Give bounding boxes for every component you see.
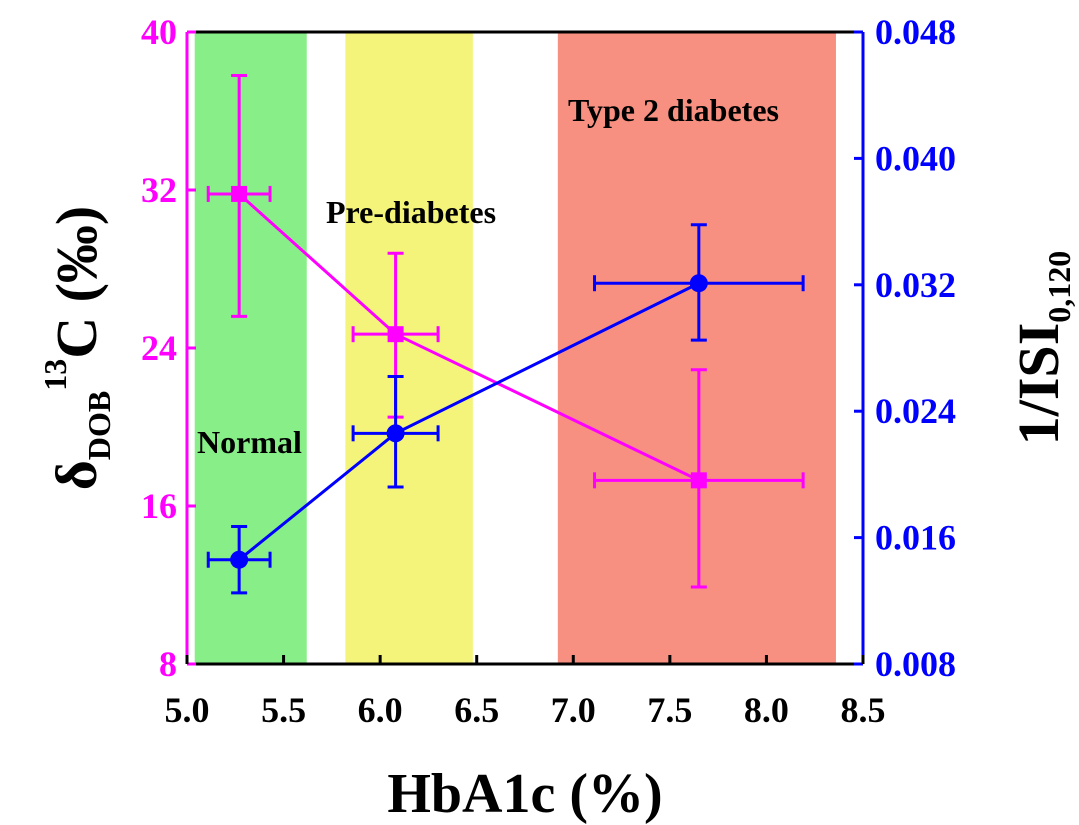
y-right-tick-label: 0.032: [875, 265, 956, 305]
isi-series-point: [230, 550, 249, 569]
y-left-tick-label: 40: [141, 12, 177, 52]
isi-series-point: [386, 424, 405, 443]
x-tick-label: 5.0: [165, 690, 210, 730]
y-axis-left-label-part: δ: [44, 460, 109, 490]
region-label: Type 2 diabetes: [568, 92, 779, 128]
x-tick-label: 6.5: [454, 690, 499, 730]
delta-series-point: [231, 185, 248, 202]
y-axis-right-label-part: 0,120: [1041, 251, 1077, 323]
delta-series-point: [690, 472, 707, 489]
data-series: [206, 73, 805, 595]
y-right-tick-label: 0.048: [875, 12, 956, 52]
region-pre-diabetes: [345, 32, 473, 664]
x-tick-label: 8.5: [841, 690, 886, 730]
x-axis-label: HbA1c (%): [387, 763, 662, 825]
axis-labels: HbA1c (%) δDOB13C (‰) 1/ISI0,120: [37, 206, 1077, 825]
region-label: Normal: [197, 424, 302, 460]
region-label: Pre-diabetes: [326, 194, 496, 230]
background-regions: Normal Pre-diabetes Type 2 diabetes: [194, 32, 836, 664]
y-axis-right-label-part: 1/ISI: [1006, 323, 1071, 446]
y-left-tick-label: 24: [141, 328, 177, 368]
x-tick-label: 8.0: [744, 690, 789, 730]
y-right-tick-label: 0.016: [875, 518, 956, 558]
y-axis-left-label: δDOB13C (‰): [37, 206, 117, 490]
axis-ticks: 8 16 24 32 40 0.008 0.016 0.024 0.032 0.040 0.048 5…: [141, 12, 956, 730]
x-tick-label: 5.5: [261, 690, 306, 730]
y-right-tick-label: 0.008: [875, 644, 956, 684]
y-left-tick-label: 8: [159, 644, 177, 684]
y-right-tick-label: 0.024: [875, 391, 956, 431]
y-right-tick-label: 0.040: [875, 138, 956, 178]
x-tick-label: 7.5: [647, 690, 692, 730]
y-axis-left-label-part: DOB: [81, 391, 117, 460]
region-type-2-diabetes: [557, 32, 836, 664]
isi-series-point: [689, 274, 708, 293]
y-left-tick-label: 16: [141, 486, 177, 526]
delta-series-point: [387, 326, 404, 343]
y-axis-right-label: 1/ISI0,120: [1006, 251, 1077, 446]
x-tick-label: 6.0: [358, 690, 403, 730]
x-tick-label: 7.0: [551, 690, 596, 730]
y-left-tick-label: 32: [141, 170, 177, 210]
y-axis-left-label-part: C (‰): [44, 206, 109, 359]
region-normal: [194, 32, 307, 664]
y-axis-left-label-part: 13: [37, 359, 73, 391]
